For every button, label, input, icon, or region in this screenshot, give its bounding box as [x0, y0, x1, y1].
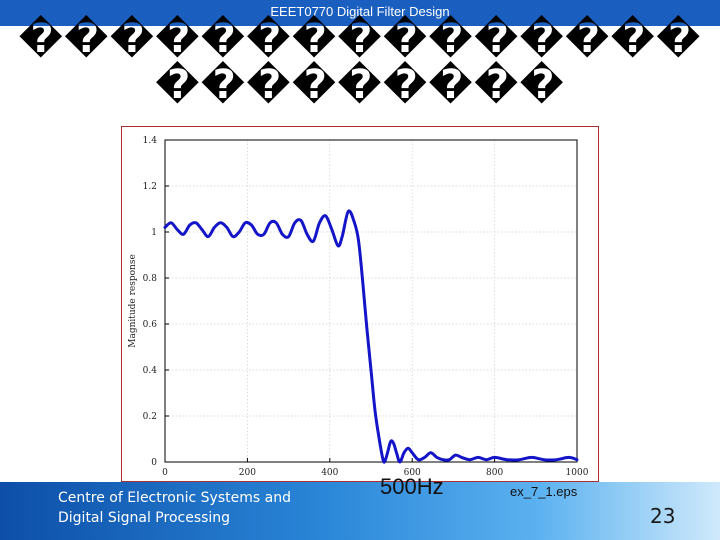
y-tick-label: 1 — [151, 228, 157, 238]
x-tick-label: 200 — [239, 468, 256, 478]
y-tick-label: 0.8 — [143, 274, 158, 284]
y-tick-label: 0.6 — [143, 320, 158, 330]
magnitude-response-chart: 0 200 400 600 800 1000 0 0.2 0.4 0.6 0.8 1 1.2 1.4 Ma… — [121, 126, 599, 482]
x-tick-label: 600 — [404, 468, 421, 478]
chart-ticks: 0 200 400 600 800 1000 0 0.2 0.4 0.6 0.8 1 1.2 1.4 — [143, 136, 589, 478]
slide-title-line-1: ��������������� — [18, 16, 702, 62]
footer-organization: Centre of Electronic Systems and Digital… — [58, 488, 291, 528]
plot-area-border — [164, 139, 578, 463]
x-tick-label: 1000 — [566, 468, 589, 478]
x-tick-label: 800 — [486, 468, 503, 478]
y-tick-label: 1.2 — [143, 182, 157, 192]
x-tick-label: 400 — [321, 468, 338, 478]
slide-title-line-2: ��������� — [155, 62, 565, 108]
figure-filename-caption: ex_7_1.eps — [510, 484, 578, 499]
footer-org-line-1: Centre of Electronic Systems and — [58, 490, 291, 506]
chart-frame — [121, 126, 599, 482]
y-tick-label: 0.2 — [143, 412, 157, 422]
header-title: EEET0770 Digital Filter Design — [270, 4, 450, 19]
y-tick-label: 0.4 — [143, 366, 158, 376]
x-tick-label: 0 — [162, 468, 168, 478]
y-axis-label: Magnitude response — [128, 254, 138, 348]
page-number: 23 — [650, 504, 676, 528]
y-tick-label: 0 — [151, 458, 157, 468]
footer-bar — [0, 482, 720, 540]
slide-title: ��������������� ��������� — [0, 16, 720, 108]
magnitude-response-line — [163, 209, 579, 464]
footer-org-line-2: Digital Signal Processing — [58, 510, 231, 526]
y-tick-label: 1.4 — [143, 136, 158, 146]
header-bar: EEET0770 Digital Filter Design — [0, 0, 720, 26]
cutoff-frequency-caption: 500Hz — [380, 474, 444, 499]
